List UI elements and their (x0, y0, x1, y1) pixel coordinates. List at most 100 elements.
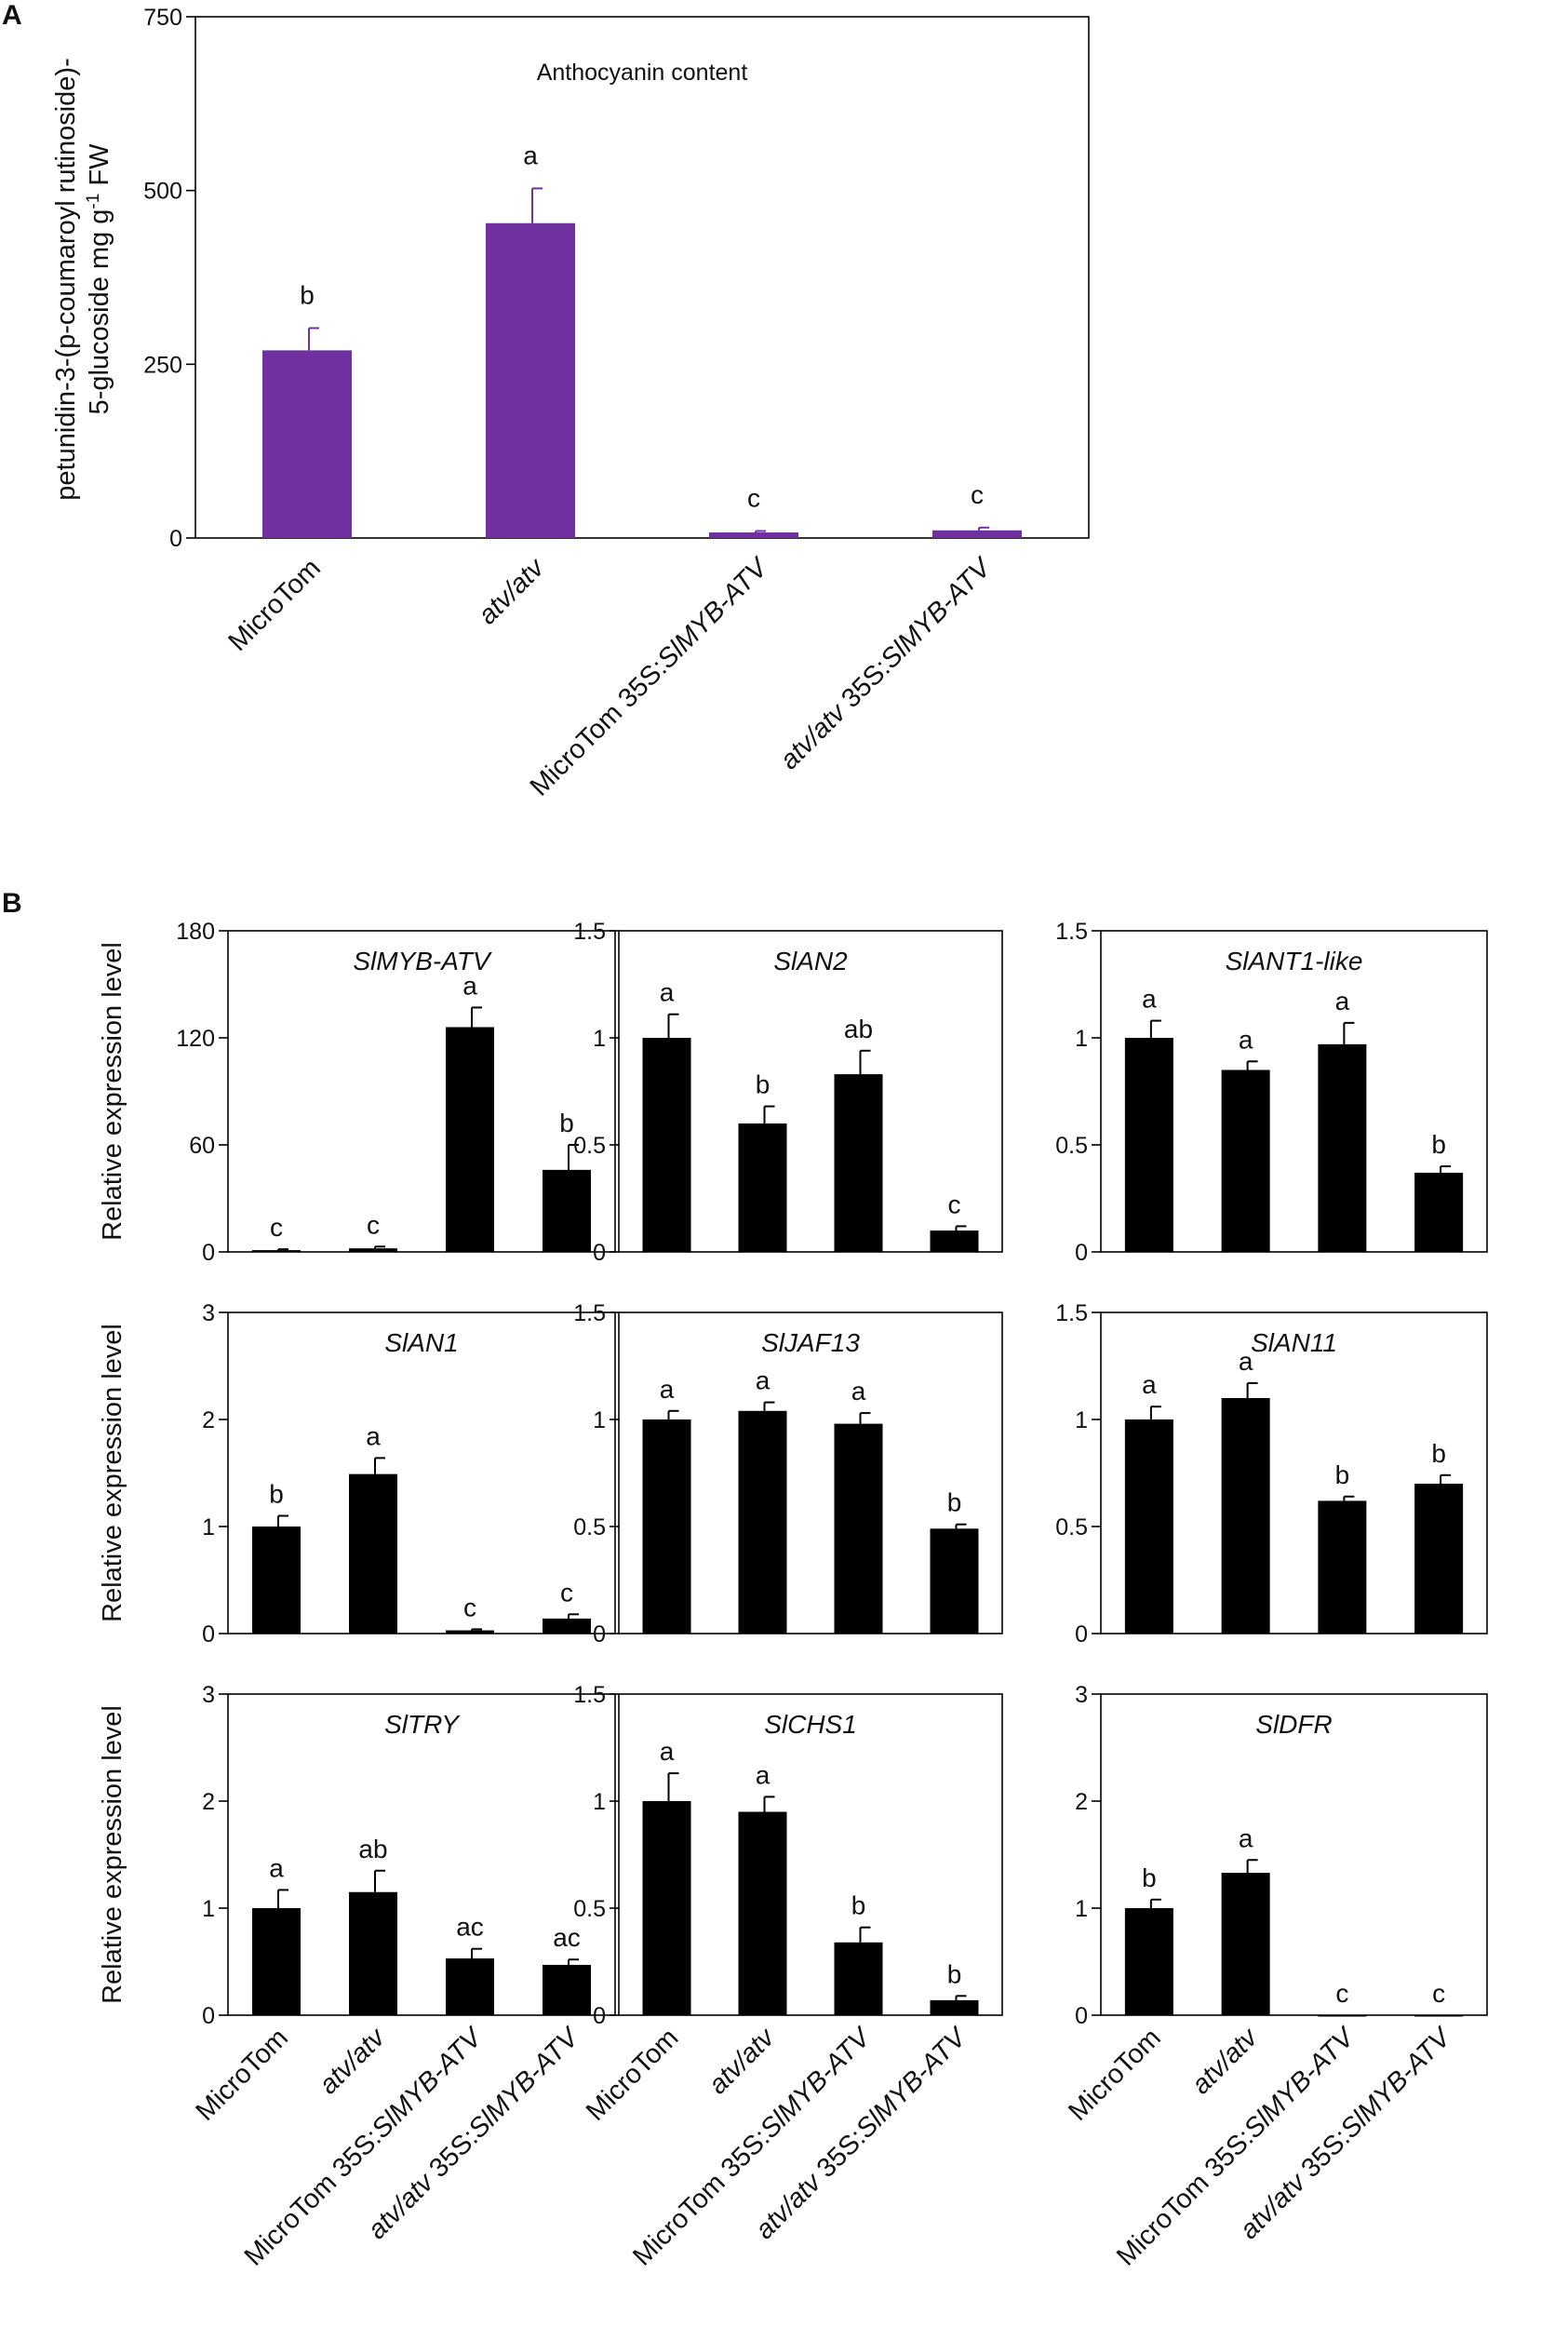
bar (1318, 1043, 1367, 1252)
bar (709, 532, 798, 538)
bar (834, 1423, 883, 1634)
y-tick-label: 1.5 (573, 919, 606, 945)
y-tick-label: 0 (593, 2003, 606, 2029)
bar (349, 1891, 397, 2015)
chart-title: SlMYB-ATV (353, 947, 492, 975)
y-tick-label: 2 (202, 1407, 215, 1433)
bar (738, 1410, 787, 1634)
bar (486, 222, 575, 538)
bar (262, 350, 352, 538)
significance-letter: ab (358, 1835, 387, 1863)
y-tick-label: 1 (1075, 1407, 1088, 1433)
y-tick-label: 0 (1075, 1621, 1088, 1648)
y-tick-label: 1 (593, 1789, 606, 1815)
significance-letter: b (1142, 1863, 1157, 1892)
y-tick-label: 0 (202, 2003, 215, 2029)
y-tick-label: 750 (143, 5, 182, 31)
significance-letter: a (269, 1853, 284, 1882)
x-category-label: atv/atv (473, 552, 551, 630)
chart-title: SlDFR (1255, 1710, 1332, 1739)
bar (1318, 1500, 1367, 1634)
y-tick-label: 1 (1075, 1026, 1088, 1052)
plot-frame (227, 930, 616, 1253)
bar (1221, 1398, 1270, 1634)
y-tick-label: 0.5 (573, 1896, 606, 1922)
bar (1318, 2015, 1367, 2017)
significance-letter: b (851, 1891, 866, 1920)
y-tick-label: 0 (593, 1621, 606, 1648)
y-axis-label: Relative expression level (98, 1705, 127, 2004)
chart-A: 0 250 500 750 Anthocyanin content b MicroTom a a… (143, 5, 1090, 802)
chart-SlJAF13: 0 0.5 1 1.5 SlJAF13 a a a b (573, 1300, 1003, 1648)
plot-frame (227, 1311, 616, 1634)
significance-letter: a (462, 971, 477, 1000)
plot-frame (194, 16, 1090, 539)
bar (543, 1964, 591, 2015)
bar (1124, 1908, 1173, 2015)
y-tick-label: 1.5 (1055, 919, 1088, 945)
significance-letter: a (1239, 1823, 1253, 1852)
panel-a-y-axis-label: petunidin-3-(p-coumaroyl rutinoside)- 5-g… (51, 58, 114, 500)
bar (1221, 1069, 1270, 1252)
plot-frame (1100, 1693, 1488, 2016)
bar (349, 1248, 397, 1252)
significance-letter: c (560, 1578, 573, 1607)
significance-letter: a (851, 1377, 866, 1406)
bar (738, 1811, 787, 2015)
significance-letter: a (660, 1375, 675, 1404)
plot-frame (618, 930, 1003, 1253)
significance-letter: b (1335, 1460, 1350, 1489)
significance-letter: ab (844, 1015, 873, 1043)
y-tick-label: 1 (593, 1407, 606, 1433)
x-category-label: atv/atv (703, 2022, 781, 2100)
significance-letter: b (269, 1480, 284, 1509)
bar (642, 1419, 691, 1634)
plot-frame (618, 1693, 1003, 2016)
significance-letter: b (300, 281, 315, 310)
y-axis-label-line1: petunidin-3-(p-coumaroyl rutinoside)- (51, 58, 81, 500)
y-axis-label: Relative expression level (98, 1324, 127, 1622)
bar (446, 1958, 494, 2015)
chart-SlANT1-like: 0 0.5 1 1.5 SlANT1-like a a a b (1055, 919, 1488, 1266)
y-axis-label-line2: 5-glucoside mg g-1 FW (84, 143, 115, 415)
y-tick-label: 180 (176, 919, 215, 945)
y-tick-label: 0 (1075, 1240, 1088, 1266)
y-axis-label: Relative expression level (98, 942, 127, 1241)
bar (1414, 2015, 1464, 2017)
significance-letter: b (559, 1109, 574, 1137)
significance-letter: b (1431, 1130, 1446, 1159)
panel-b-label: B (2, 888, 22, 919)
y-tick-label: 2 (1075, 1789, 1088, 1815)
bar (1124, 1419, 1173, 1634)
chart-title: SlCHS1 (764, 1710, 857, 1739)
bar (252, 1250, 301, 1252)
significance-letter: a (756, 1760, 771, 1789)
significance-letter: a (523, 141, 538, 169)
bar (446, 1630, 494, 1634)
bar (834, 1942, 883, 2015)
significance-letter: ac (553, 1923, 581, 1952)
y-tick-label: 2 (202, 1789, 215, 1815)
significance-letter: b (756, 1070, 771, 1099)
significance-letter: c (1432, 1979, 1445, 2008)
bar (349, 1473, 397, 1634)
bar (543, 1169, 591, 1252)
bar (1414, 1484, 1464, 1634)
significance-letter: c (1335, 1979, 1348, 2008)
y-tick-label: 120 (176, 1026, 215, 1052)
y-tick-label: 3 (1075, 1682, 1088, 1708)
significance-letter: c (367, 1210, 380, 1239)
plot-frame (227, 1693, 616, 2016)
y-tick-label: 60 (189, 1133, 215, 1159)
chart-title: SlAN2 (773, 947, 848, 975)
bar (543, 1618, 591, 1634)
y-tick-label: 0 (593, 1240, 606, 1266)
bar (252, 1908, 301, 2015)
bar (930, 1231, 979, 1252)
y-tick-label: 250 (143, 352, 182, 378)
y-tick-label: 0 (1075, 2003, 1088, 2029)
y-tick-label: 1 (1075, 1896, 1088, 1922)
